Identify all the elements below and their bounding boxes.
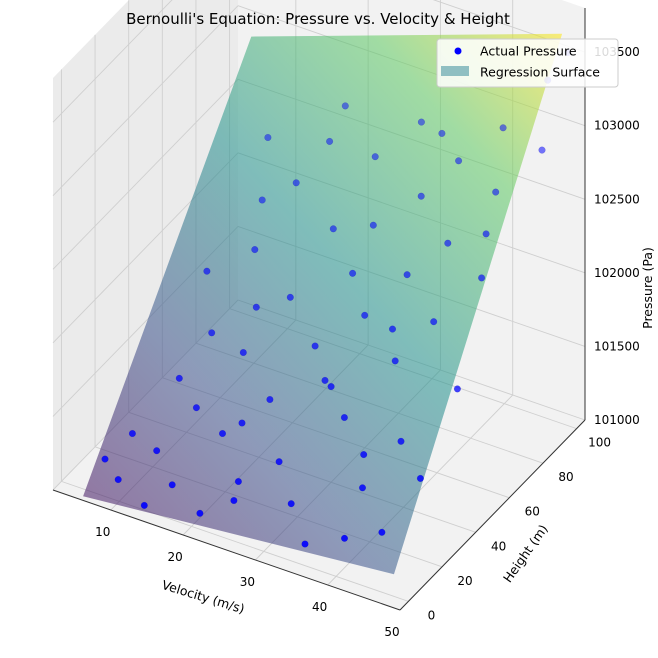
data-point (340, 534, 349, 542)
tick-labels: 10 20 30 40 50 0 20 40 60 80 100 101000 101500 102000… (95, 45, 640, 639)
data-point (168, 481, 176, 489)
left-wall-pane (53, 0, 238, 490)
data-point (140, 501, 148, 509)
data-point (128, 429, 136, 438)
data-point (492, 188, 500, 196)
x-tick-label: 20 (167, 550, 182, 564)
data-point (321, 376, 329, 384)
data-point (114, 476, 122, 484)
data-point (430, 318, 438, 326)
data-point (417, 192, 425, 200)
chart-title: Bernoulli's Equation: Pressure vs. Veloc… (126, 10, 510, 28)
y-tick-label: 40 (491, 539, 506, 553)
data-point (453, 385, 461, 393)
data-point (230, 496, 238, 505)
y-tick-label: 20 (457, 574, 472, 588)
data-point (238, 419, 246, 427)
data-point (252, 303, 260, 311)
y-tick-label: 80 (558, 470, 573, 484)
data-point (287, 500, 295, 508)
data-point (329, 225, 337, 233)
data-point (388, 325, 397, 333)
data-point (326, 137, 334, 145)
data-point (234, 477, 242, 486)
data-point (101, 455, 109, 463)
data-point (192, 404, 200, 412)
data-point (266, 395, 274, 404)
legend-label-regression-surface: Regression Surface (480, 65, 600, 80)
y-axis-line (399, 419, 586, 611)
legend-marker-regression-surface (441, 66, 469, 76)
data-point (417, 118, 425, 126)
data-point (478, 274, 486, 282)
data-point (311, 342, 319, 350)
data-point (403, 271, 411, 279)
data-point (286, 293, 294, 301)
grid-line-z-wall (52, 0, 173, 123)
data-point (391, 357, 399, 365)
data-point (239, 348, 247, 357)
data-point (175, 374, 183, 382)
x-axis-line (52, 489, 401, 611)
z-tick-label: 103000 (594, 119, 640, 133)
data-point (378, 528, 386, 536)
data-point (218, 429, 227, 438)
x-axis-label: Velocity (m/s) (160, 577, 246, 616)
legend-box (436, 38, 619, 88)
legend: Actual Pressure Regression Surface (436, 38, 619, 88)
data-point (358, 484, 367, 492)
y-tick-label: 100 (588, 436, 611, 450)
scatter-points (101, 49, 572, 548)
data-point (438, 129, 446, 137)
regression-surface (83, 33, 563, 575)
data-point (361, 311, 369, 319)
y-tick-label: 0 (428, 608, 436, 622)
x-tick-label: 10 (95, 525, 110, 539)
data-point (208, 329, 216, 337)
y-tick-label: 60 (525, 505, 540, 519)
data-point (416, 474, 424, 482)
data-point (349, 269, 357, 277)
data-point (444, 239, 452, 247)
data-point (538, 146, 546, 154)
data-point (301, 540, 309, 548)
data-point (196, 509, 204, 517)
data-point (275, 458, 283, 466)
z-tick-label: 102000 (594, 266, 640, 280)
data-point (482, 230, 490, 238)
regression-surface-patch (83, 33, 563, 575)
x-tick-label: 30 (240, 575, 255, 589)
data-point (340, 413, 348, 422)
data-point (360, 451, 368, 459)
data-point (499, 124, 507, 132)
data-point (341, 102, 349, 110)
data-point (153, 447, 161, 455)
grid-line-z-wall (52, 5, 239, 197)
z-tick-label: 101500 (594, 339, 640, 353)
data-point (258, 196, 266, 204)
z-axis-label: Pressure (Pa) (640, 247, 655, 329)
legend-marker-actual-pressure (454, 47, 462, 55)
z-tick-label: 101000 (594, 413, 640, 427)
data-point (292, 179, 300, 187)
grid-line-z-back (432, 0, 586, 53)
y-axis-label: Height (m) (500, 522, 551, 586)
z-tick-label: 102500 (594, 192, 640, 206)
x-tick-label: 50 (384, 625, 399, 639)
data-point (264, 133, 272, 142)
data-point (327, 383, 335, 391)
legend-label-actual-pressure: Actual Pressure (480, 44, 577, 59)
data-point (251, 246, 259, 254)
x-tick-label: 40 (312, 600, 327, 614)
data-point (203, 267, 211, 275)
data-point (397, 437, 405, 445)
grid-line-z-wall (52, 78, 239, 270)
data-point (369, 221, 377, 229)
data-point (455, 157, 463, 165)
data-point (371, 153, 379, 161)
